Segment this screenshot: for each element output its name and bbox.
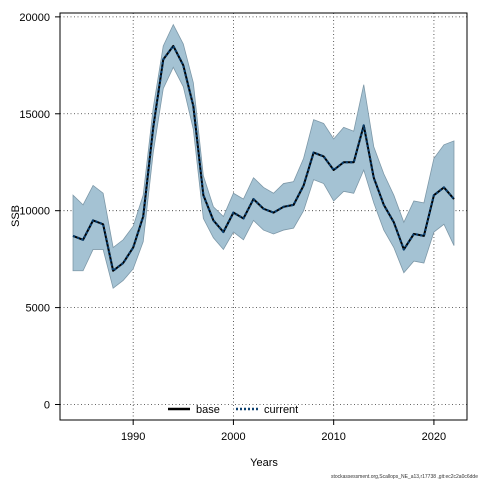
y-tick-label: 10000 [19,206,50,218]
x-tick-label: 1990 [121,431,145,443]
x-tick-label: 2020 [422,431,446,443]
plot-frame [59,12,468,421]
x-axis-label: Years [250,457,278,469]
x-tick-label: 2010 [321,431,345,443]
confidence-band-layer [72,23,455,289]
footer-note: stockassessment.org,Scallops_NE_a13,r177… [331,474,478,480]
series-line-current [72,44,455,272]
y-tick-label: 5000 [26,303,50,315]
y-tick-label: 20000 [19,12,50,24]
confidence-band [72,23,455,289]
legend: base current [168,404,298,416]
series-layer [72,44,455,272]
y-tick-label: 15000 [19,109,50,121]
x-tick-label: 2000 [221,431,245,443]
axes: 1990 2000 2010 2020 0 5000 10000 15000 20000 [19,12,468,443]
y-tick-label: 0 [44,399,50,411]
legend-label-base: base [196,404,220,416]
y-axis-label: SSB [10,205,22,227]
legend-label-current: current [264,404,298,416]
